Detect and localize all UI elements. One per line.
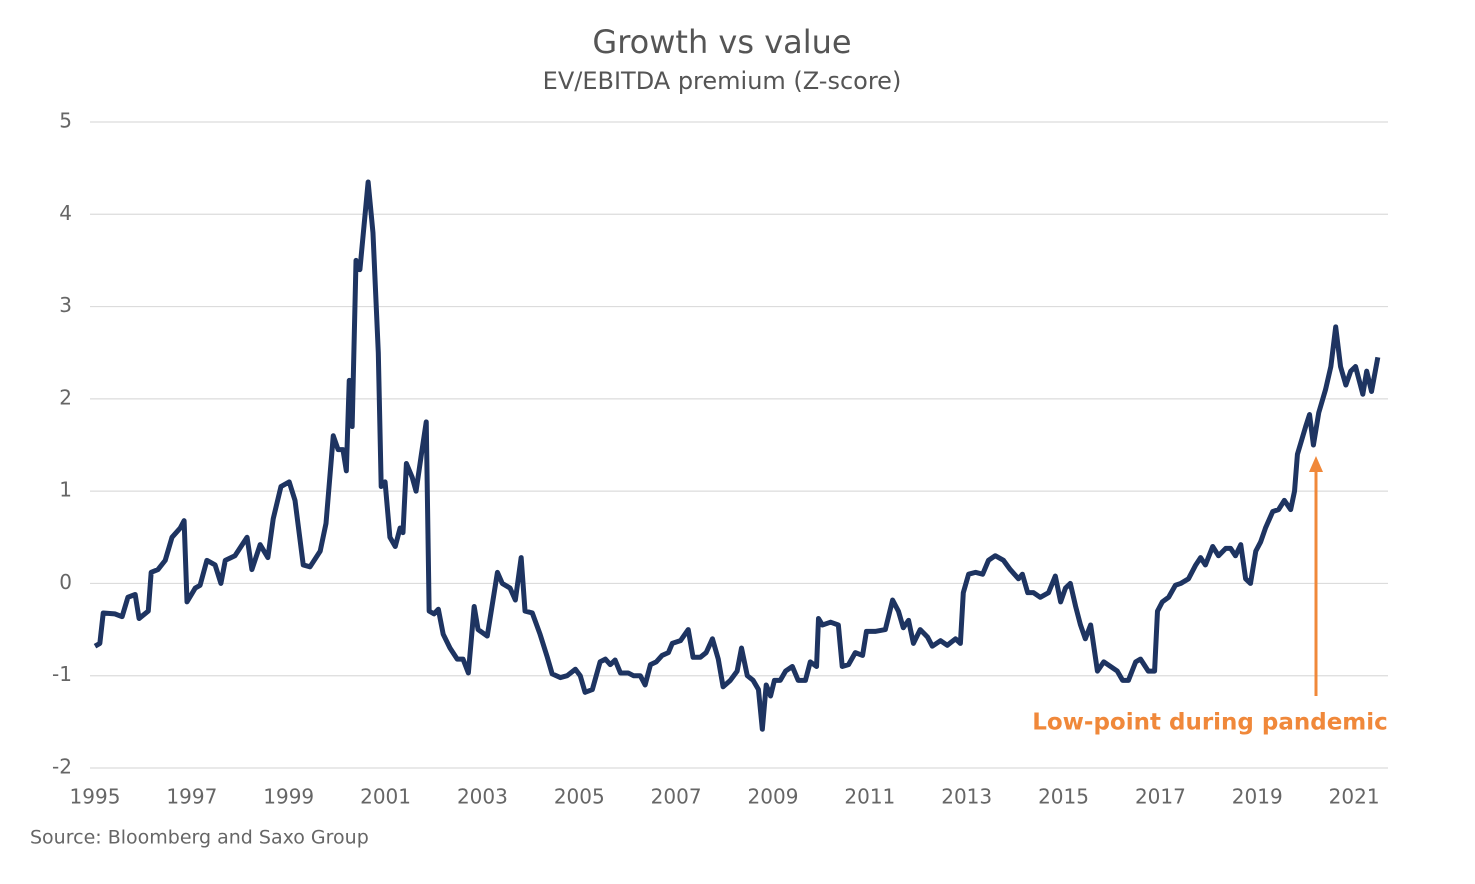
x-tick-label: 2007 [651,785,702,809]
chart-title: Growth vs value [592,23,851,61]
plot-area: -2 -1 0 1 2 3 4 5 1995 1997 1999 2001 2003 2005 2007 20… [52,109,1388,809]
source-note: Source: Bloomberg and Saxo Group [30,827,369,849]
x-tick-label: 2017 [1135,785,1186,809]
x-tick-label: 2001 [360,785,411,809]
x-tick-label: 2003 [457,785,508,809]
x-tick-label: 2015 [1038,785,1089,809]
y-tick-label: -1 [52,662,72,686]
y-tick-label: 0 [59,570,72,594]
x-tick-label: 1997 [166,785,217,809]
y-tick-label: 4 [59,201,72,225]
y-tick-label: 1 [59,478,72,502]
x-tick-label: 2009 [748,785,799,809]
x-tick-label: 2021 [1329,785,1380,809]
x-tick-label: 1999 [263,785,314,809]
y-tick-label: 5 [59,109,72,133]
annotation-arrow-head [1309,456,1323,472]
chart-subtitle: EV/EBITDA premium (Z-score) [543,67,902,95]
data-line [93,179,1381,732]
annotation: Low-point during pandemic [1032,456,1388,736]
y-tick-label: -2 [52,755,72,779]
x-tick-label: 2013 [941,785,992,809]
y-tick-label: 2 [59,385,72,409]
y-tick-label: 3 [59,293,72,317]
x-tick-label: 2005 [554,785,605,809]
x-tick-label: 2019 [1232,785,1283,809]
x-tick-label: 2011 [844,785,895,809]
annotation-label: Low-point during pandemic [1032,710,1388,736]
x-tick-label: 1995 [70,785,121,809]
